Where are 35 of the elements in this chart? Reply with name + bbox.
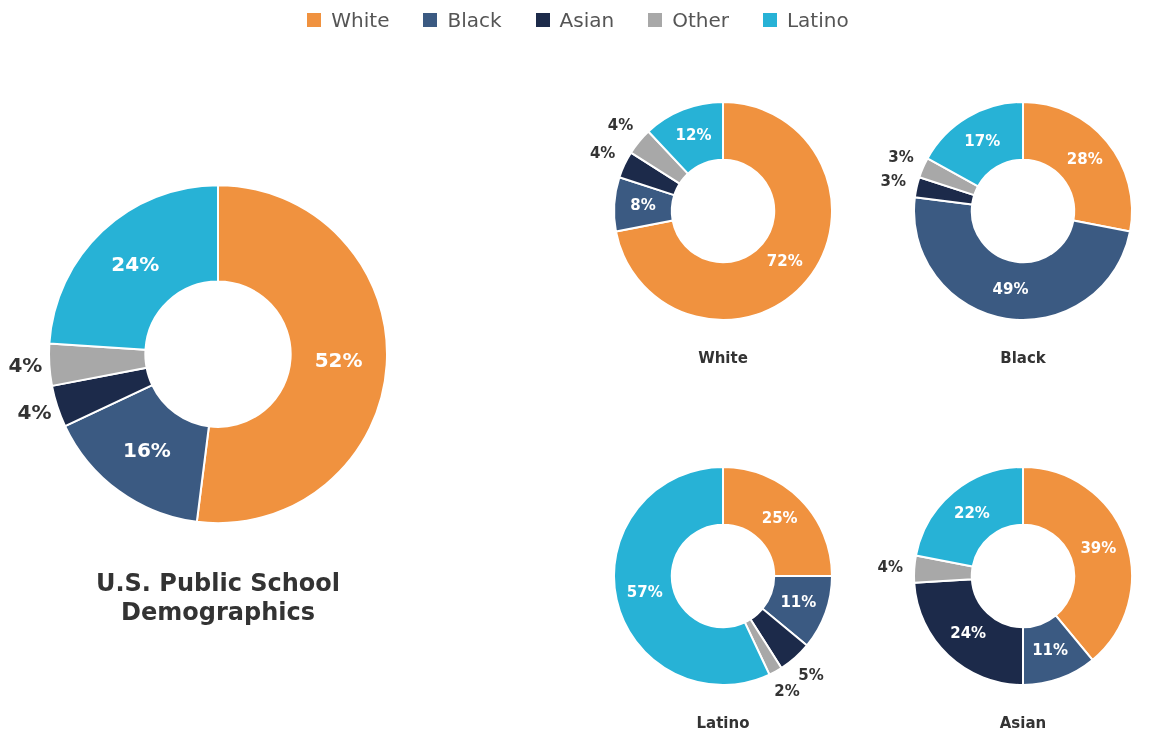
data-label: 3% <box>880 171 906 190</box>
text: U.S. Public School Demographics <box>95 569 341 626</box>
data-label: 39% <box>1080 538 1117 557</box>
text: White <box>698 348 748 367</box>
data-label: 72% <box>766 251 803 270</box>
data-label: 24% <box>111 252 160 277</box>
data-label: 25% <box>761 509 798 528</box>
data-label: 57% <box>626 583 663 602</box>
legend-label: White <box>330 8 390 32</box>
data-label: 2% <box>774 682 800 701</box>
data-label: 17% <box>964 131 1001 150</box>
data-label: 49% <box>992 280 1029 299</box>
data-label: 4% <box>607 116 634 135</box>
legend-label: Other <box>671 8 729 32</box>
data-label: 28% <box>1066 149 1103 168</box>
legend-label: Black <box>446 8 502 32</box>
data-label: 24% <box>950 624 987 643</box>
data-label: 8% <box>630 195 656 214</box>
legend-label: Asian <box>558 8 615 32</box>
legend-label: Latino <box>785 8 849 32</box>
data-label: 5% <box>798 665 824 684</box>
data-label: 52% <box>314 347 363 372</box>
data-label: 22% <box>953 504 990 523</box>
data-label: 4% <box>877 557 903 576</box>
data-label: 11% <box>780 593 817 612</box>
text: Asian <box>999 713 1047 732</box>
data-label: 3% <box>888 148 914 167</box>
data-label: 12% <box>675 126 712 145</box>
data-label: 4% <box>589 144 616 163</box>
data-label: 4% <box>17 400 52 425</box>
data-label: 16% <box>123 438 171 463</box>
text: Latino <box>696 713 750 732</box>
text: Black <box>1000 348 1047 367</box>
data-label: 11% <box>1032 641 1069 660</box>
data-label: 4% <box>8 352 43 377</box>
